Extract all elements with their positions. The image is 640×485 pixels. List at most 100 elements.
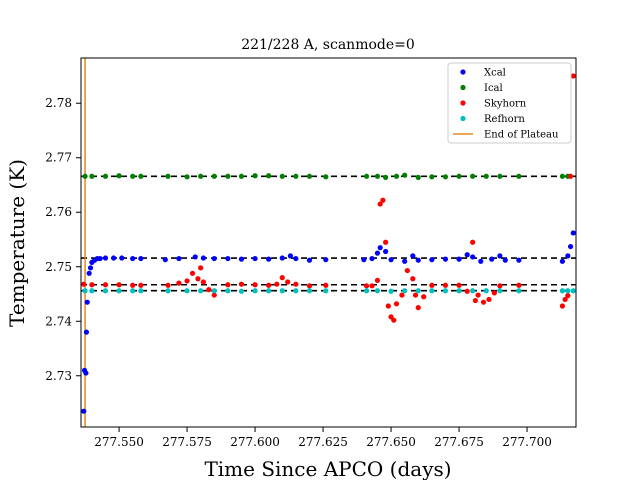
xcal-point xyxy=(456,256,462,262)
x-axis-label: Time Since APCO (days) xyxy=(204,457,451,480)
legend-label-ical: Ical xyxy=(484,83,503,94)
ical-point xyxy=(374,173,381,179)
skyhorn-point xyxy=(380,197,386,203)
skyhorn-point xyxy=(567,173,574,179)
refhorn-point xyxy=(497,288,503,294)
skyhorn-point xyxy=(456,282,462,288)
xcal-point xyxy=(470,254,476,260)
skyhorn-point xyxy=(472,297,478,304)
skyhorn-point xyxy=(293,281,299,287)
legend-label-refhorn: Refhorn xyxy=(484,114,525,125)
xcal-point xyxy=(429,257,435,263)
refhorn-point xyxy=(165,288,171,294)
refhorn-point xyxy=(211,288,217,294)
skyhorn-point xyxy=(198,265,204,271)
skyhorn-point xyxy=(323,282,329,288)
ical-point xyxy=(116,173,122,179)
skyhorn-point xyxy=(306,283,313,289)
skyhorn-point xyxy=(189,270,196,276)
skyhorn-point xyxy=(464,288,470,294)
axis-ticks: 277.550 277.575 277.600 277.625 277.650 277.6… xyxy=(45,96,552,449)
y-tick-label: 2.78 xyxy=(45,96,72,110)
xcal-point xyxy=(402,258,408,264)
skyhorn-point xyxy=(562,296,568,303)
skyhorn-point xyxy=(565,293,571,299)
skyhorn-point xyxy=(497,283,503,289)
refhorn-point xyxy=(116,288,122,294)
ical-point xyxy=(516,173,522,179)
x-tick-label: 277.650 xyxy=(366,435,416,449)
skyhorn-point xyxy=(412,292,419,298)
refhorn-point xyxy=(570,288,576,294)
xcal-point xyxy=(138,255,144,262)
ical-point xyxy=(252,173,258,179)
skyhorn-point xyxy=(393,301,400,307)
xcal-point xyxy=(119,255,125,261)
x-tick-label: 277.675 xyxy=(434,435,484,449)
skyhorn-point xyxy=(138,282,144,288)
xcal-point xyxy=(478,258,484,264)
skyhorn-point xyxy=(421,294,427,300)
ical-point xyxy=(323,174,329,180)
legend-box xyxy=(447,62,572,144)
legend-marker-ical xyxy=(460,84,466,91)
ical-point xyxy=(415,174,421,180)
xcal-point xyxy=(570,230,576,236)
xcal-point xyxy=(565,253,571,259)
xcal-point xyxy=(361,257,367,263)
skyhorn-point xyxy=(81,281,87,287)
ical-point xyxy=(393,173,400,179)
ical-point xyxy=(363,173,370,179)
skyhorn-point xyxy=(206,287,212,293)
refhorn-point xyxy=(225,288,231,294)
skyhorn-point xyxy=(410,276,416,282)
xcal-point xyxy=(252,255,258,262)
y-tick-label: 2.75 xyxy=(45,260,72,274)
skyhorn-point xyxy=(238,281,245,287)
skyhorn-point xyxy=(102,282,109,288)
legend-label-xcal: Xcal xyxy=(484,68,506,79)
xcal-point xyxy=(516,257,522,263)
x-tick-label: 277.550 xyxy=(94,435,144,449)
refhorn-point xyxy=(138,288,144,294)
skyhorn-point xyxy=(391,317,397,323)
series-ical xyxy=(82,172,571,180)
x-tick-label: 277.625 xyxy=(298,435,348,449)
refhorn-point xyxy=(456,288,462,294)
refhorn-point xyxy=(470,288,476,294)
refhorn-point xyxy=(363,288,370,294)
xcal-point xyxy=(415,257,421,263)
series-refhorn xyxy=(82,288,576,294)
ical-point xyxy=(559,173,566,179)
skyhorn-point xyxy=(266,282,272,288)
ical-point xyxy=(456,173,462,179)
skyhorn-point xyxy=(385,303,391,309)
refhorn-point xyxy=(266,288,272,294)
skyhorn-point xyxy=(89,282,95,288)
x-tick-label: 277.700 xyxy=(502,435,552,449)
skyhorn-point xyxy=(470,239,476,245)
xcal-point xyxy=(388,257,394,263)
xcal-point xyxy=(238,256,245,262)
legend-marker-refhorn xyxy=(460,115,466,122)
xcal-point xyxy=(464,252,470,258)
xcal-point xyxy=(410,253,416,259)
skyhorn-point xyxy=(377,201,383,207)
ical-point xyxy=(429,174,435,180)
xcal-point xyxy=(102,255,109,261)
refhorn-point xyxy=(374,288,381,294)
skyhorn-point xyxy=(480,299,487,305)
xcal-point xyxy=(81,408,87,414)
series-skyhorn xyxy=(81,73,576,323)
refhorn-point xyxy=(279,288,285,294)
legend-label-skyhorn: Skyhorn xyxy=(484,99,527,110)
skyhorn-point xyxy=(475,292,481,298)
skyhorn-point xyxy=(415,305,421,311)
ical-point xyxy=(470,173,476,179)
xcal-point xyxy=(266,256,272,262)
y-axis-label: Temperature (K) xyxy=(5,159,29,327)
skyhorn-point xyxy=(491,290,498,296)
xcal-point xyxy=(293,255,299,262)
xcal-point xyxy=(97,255,103,262)
